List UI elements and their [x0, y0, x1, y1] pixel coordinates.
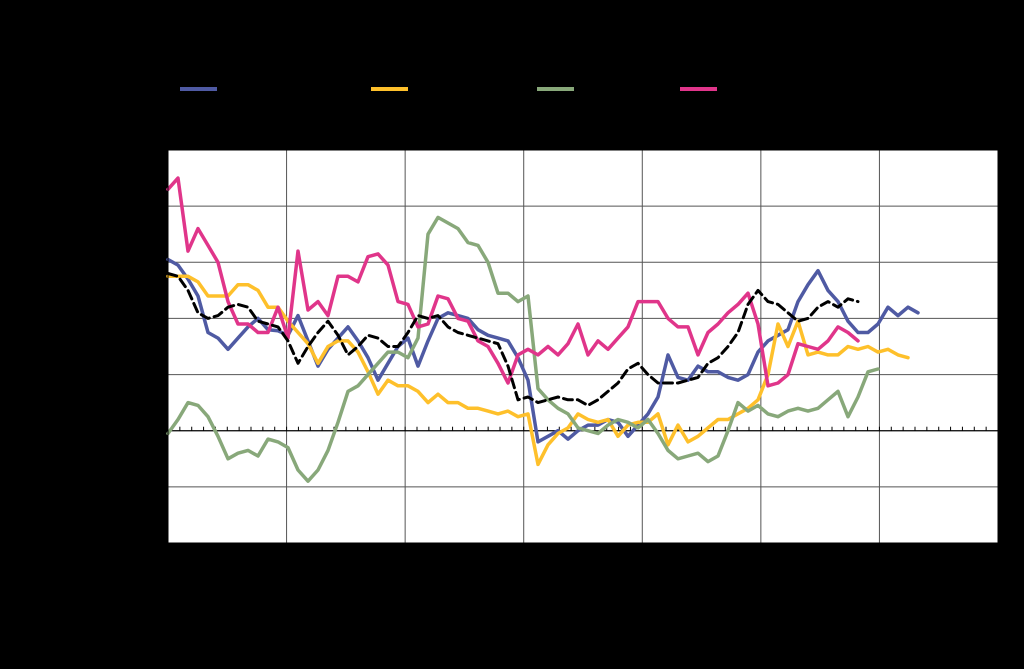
- series-line-pink: [166, 176, 860, 388]
- gridlines: [168, 150, 998, 543]
- series-line-yellow: [166, 274, 910, 467]
- plot-area: [168, 150, 998, 543]
- plot-border: [167, 149, 999, 544]
- series-line-average: [166, 272, 860, 407]
- series-line-green: [166, 215, 880, 483]
- series-lines: [166, 176, 920, 483]
